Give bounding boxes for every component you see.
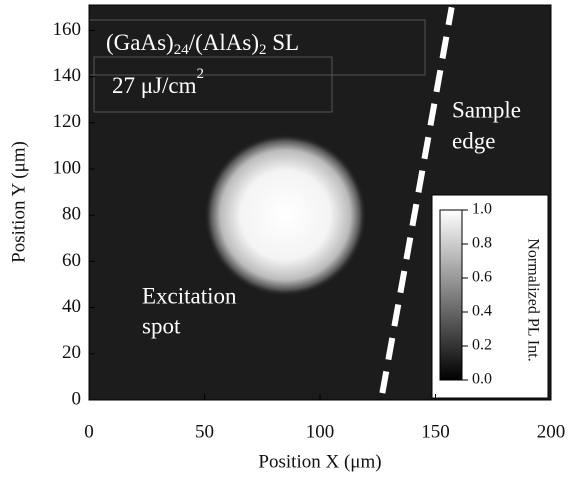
colorbar-label: Normalized PL Int.	[524, 238, 541, 361]
x-tick-label: 200	[537, 421, 566, 442]
fluence: 27 μJ/cm2	[112, 66, 204, 98]
y-tick-label: 80	[62, 204, 81, 225]
excitation-spot	[204, 134, 367, 297]
y-tick-label: 60	[62, 250, 81, 271]
x-tick-label: 50	[195, 421, 214, 442]
colorbar-tick-label: 0.6	[472, 269, 492, 286]
x-tick-label: 0	[84, 421, 94, 442]
annotation: edge	[452, 128, 495, 153]
y-tick-label: 120	[53, 111, 82, 132]
sample-edge	[379, 6, 455, 394]
annotation: spot	[142, 313, 181, 338]
colorbar-tick-label: 0.0	[472, 371, 492, 388]
x-tick-label: 150	[421, 421, 450, 442]
y-tick-label: 0	[72, 388, 82, 409]
colorbar-tick-label: 1.0	[472, 201, 492, 218]
title: (GaAs)24/(AlAs)2 SL	[106, 30, 299, 58]
y-tick-label: 100	[53, 157, 82, 178]
colorbar-tick-label: 0.2	[472, 337, 492, 354]
colorbar-tick-label: 0.8	[472, 235, 492, 252]
y-tick-label: 40	[62, 296, 81, 317]
y-axis-label: Position Y (μm)	[8, 141, 29, 263]
y-tick-label: 140	[53, 65, 82, 86]
y-tick-label: 160	[53, 19, 82, 40]
colorbar	[439, 209, 463, 381]
y-tick-label: 20	[62, 342, 81, 363]
x-tick-label: 100	[306, 421, 335, 442]
x-axis-label: Position X (μm)	[258, 451, 381, 472]
colorbar-tick-label: 0.4	[472, 303, 492, 320]
annotation: Excitation	[142, 283, 237, 308]
annotation-box	[93, 56, 333, 113]
annotation: Sample	[452, 97, 521, 122]
